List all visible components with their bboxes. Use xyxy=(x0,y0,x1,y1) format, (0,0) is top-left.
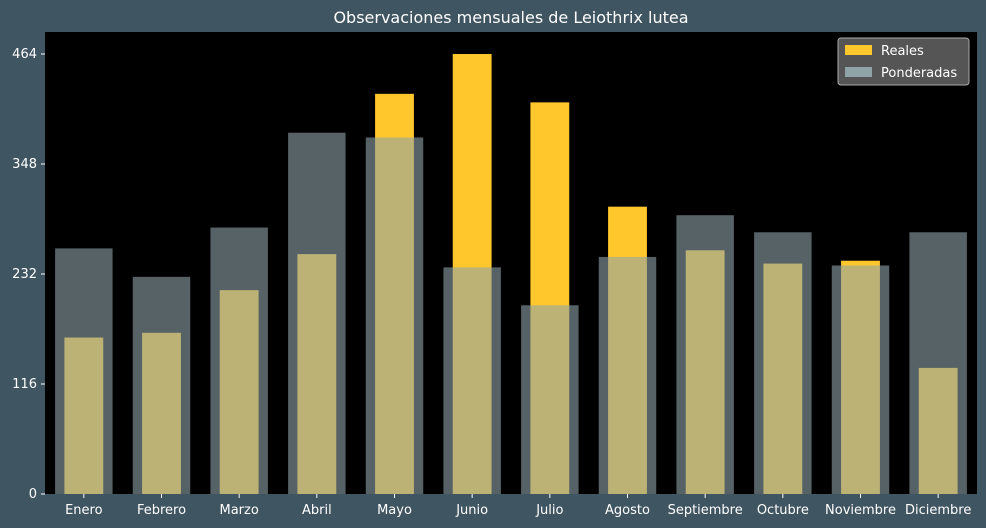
bar-ponderadas-octubre xyxy=(754,232,812,494)
x-tick-label-abril: Abril xyxy=(302,503,332,518)
legend-label-reales: Reales xyxy=(881,44,924,59)
y-tick-label-0: 0 xyxy=(29,487,37,502)
x-tick-label-diciembre: Diciembre xyxy=(905,503,971,518)
legend-swatch-ponderadas xyxy=(845,67,872,77)
plot-area xyxy=(45,32,977,494)
x-tick-label-junio: Junio xyxy=(455,503,488,518)
bar-ponderadas-julio xyxy=(521,305,579,494)
x-axis: Enero Febrero Marzo Abril Mayo Junio Julio Agos… xyxy=(65,494,971,518)
x-tick-label-octubre: Octubre xyxy=(757,503,809,518)
bar-ponderadas-febrero xyxy=(132,276,191,494)
bar-ponderadas-noviembre xyxy=(831,265,890,494)
ponderadas-bars xyxy=(55,132,967,494)
y-axis: 0 116 232 348 464 xyxy=(12,47,45,502)
x-tick-label-noviembre: Noviembre xyxy=(825,503,896,518)
legend-swatch-reales xyxy=(845,45,872,55)
x-tick-label-marzo: Marzo xyxy=(220,503,259,518)
bar-ponderadas-agosto xyxy=(598,256,657,494)
chart-title: Observaciones mensuales de Leiothrix lut… xyxy=(333,8,688,27)
y-tick-label-116: 116 xyxy=(12,377,37,392)
legend-label-ponderadas: Ponderadas xyxy=(881,66,957,81)
bar-ponderadas-junio xyxy=(443,267,501,494)
x-tick-label-julio: Julio xyxy=(535,503,563,518)
bar-ponderadas-enero xyxy=(55,248,113,494)
y-tick-label-464: 464 xyxy=(12,47,37,62)
y-tick-label-232: 232 xyxy=(12,267,37,282)
bar-ponderadas-abril xyxy=(288,132,346,494)
x-tick-label-enero: Enero xyxy=(65,503,103,518)
legend: Reales Ponderadas xyxy=(837,37,970,86)
y-tick-label-348: 348 xyxy=(12,157,37,172)
bar-ponderadas-diciembre xyxy=(909,232,967,494)
x-tick-label-septiembre: Septiembre xyxy=(668,503,743,518)
x-tick-label-agosto: Agosto xyxy=(605,503,650,518)
bar-ponderadas-mayo xyxy=(365,137,424,494)
bar-ponderadas-marzo xyxy=(210,227,268,494)
x-tick-label-febrero: Febrero xyxy=(137,503,186,518)
x-tick-label-mayo: Mayo xyxy=(377,503,412,518)
bar-ponderadas-septiembre xyxy=(676,215,734,494)
